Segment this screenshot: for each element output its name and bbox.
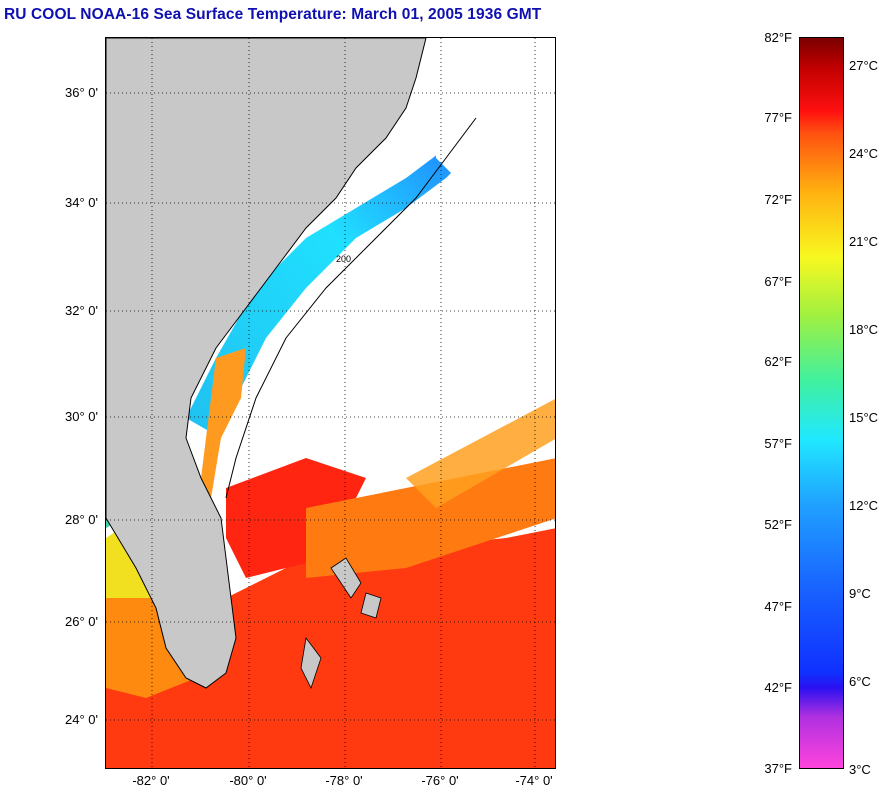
colorbar-f-label: 37°F [764,761,792,776]
colorbar-f-label: 62°F [764,354,792,369]
lat-label-30: 30° 0' [65,409,98,424]
colorbar-f-label: 77°F [764,110,792,125]
lon-label-82: -82° 0' [132,773,170,788]
colorbar-f-label: 52°F [764,517,792,532]
map-title: RU COOL NOAA-16 Sea Surface Temperature:… [4,6,542,23]
bahamas [300,557,382,690]
warm-streaks [306,458,555,578]
shelf-orange-water [201,348,246,498]
colorbar-c-label: 12°C [849,498,879,513]
colorbar-f-label: 72°F [764,192,792,207]
shelf-cold-water [186,68,516,438]
colorbar-f-label: 82°F [764,30,792,45]
warm-water-south [106,528,555,768]
cloud-cover-east [346,218,555,458]
colorbar-c-label: 21°C [849,234,879,249]
colorbar-f-label: 47°F [764,599,792,614]
depth-contour-label: 200 [336,254,351,264]
lat-label-36: 36° 0' [65,85,98,100]
lon-label-78: -78° 0' [325,773,363,788]
colorbar-c-label: 18°C [849,322,879,337]
sst-map[interactable]: 200 [105,37,556,769]
colorbar-c-label: 9°C [849,586,871,601]
lat-label-34: 34° 0' [65,195,98,210]
lon-label-80: -80° 0' [229,773,267,788]
land-mass [106,38,427,689]
lat-label-26: 26° 0' [65,614,98,629]
depth-contour [225,117,477,499]
sst-map-canvas: 200 [106,38,555,768]
colorbar-c-label: 24°C [849,146,879,161]
colorbar-c-label: 6°C [849,674,871,689]
lon-label-74: -74° 0' [515,773,553,788]
colorbar-c-label: 27°C [849,58,879,73]
colorbar-f-label: 67°F [764,274,792,289]
lat-label-32: 32° 0' [65,303,98,318]
cloud-cover-northeast [436,38,555,218]
lat-label-28: 28° 0' [65,512,98,527]
orange-streaks-east [406,399,555,508]
colorbar-c-label: 15°C [849,410,879,425]
lon-label-76: -76° 0' [421,773,459,788]
colorbar-c-label: 3°C [849,762,871,777]
colorbar-f-label: 42°F [764,680,792,695]
lat-label-24: 24° 0' [65,712,98,727]
temperature-colorbar [799,37,844,769]
colorbar-f-label: 57°F [764,436,792,451]
